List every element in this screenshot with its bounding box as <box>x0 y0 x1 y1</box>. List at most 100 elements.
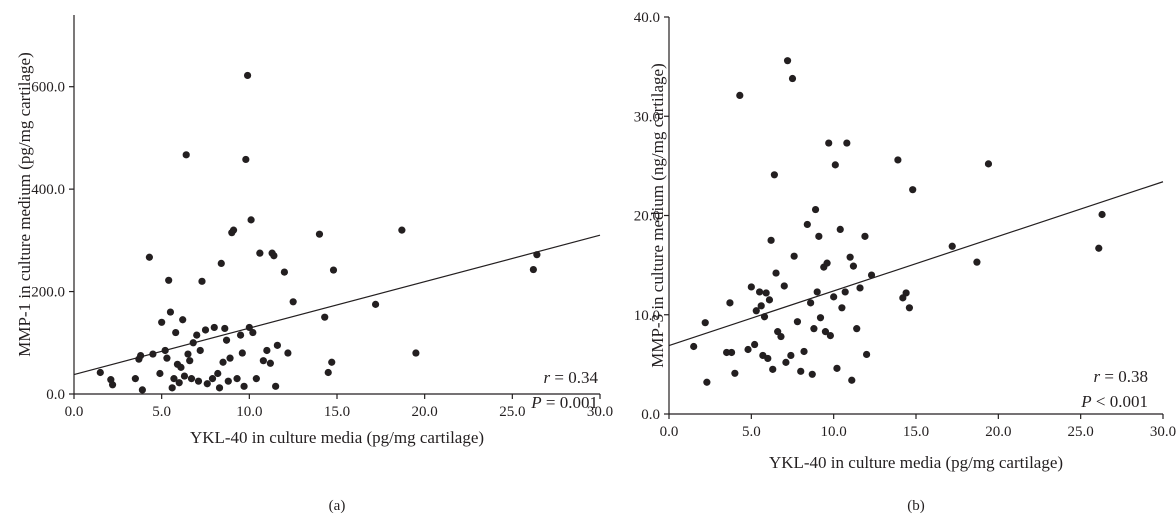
panel-b-data-point <box>830 293 838 301</box>
panel-b-data-point <box>846 253 854 261</box>
panel-a-data-point <box>273 341 281 349</box>
panel-b-data-point <box>803 220 811 229</box>
panel-a-data-point <box>217 259 225 267</box>
panel-b-label: (b) <box>907 498 925 514</box>
panel-a-scatter: 0.0 5.0 10.0 15.0 20.0 25.0 30.0 0.0 200.0 400.0 6… <box>15 15 613 514</box>
panel-b-data-point <box>793 318 802 326</box>
panel-a-data-point <box>158 318 166 326</box>
panel-b-data-point <box>783 57 792 65</box>
panel-b-data-point <box>973 258 981 266</box>
panel-b-x-tick-label: 30.0 <box>1150 424 1176 440</box>
panel-b-data-point <box>731 369 739 377</box>
panel-b-data-point <box>831 161 839 169</box>
panel-b-data-point <box>810 325 818 333</box>
panel-b-data-point <box>770 171 778 179</box>
panel-b-y-axis-label: MMP-3 in culture medium (ng/mg cartilage… <box>648 63 667 368</box>
panel-b-data-point <box>867 271 876 279</box>
panel-a-y-tick-label: 400.0 <box>31 182 65 198</box>
panel-b-x-tick-label: 5.0 <box>742 424 761 440</box>
panel-b-data-point <box>747 283 755 291</box>
panel-b-data-point <box>825 139 833 147</box>
panel-a-data-point <box>329 266 338 274</box>
panel-b-x-tick-label: 20.0 <box>985 424 1011 440</box>
panel-a-data-point <box>222 336 231 344</box>
panel-b-data-point <box>762 289 770 297</box>
panel-b-data-point <box>848 376 856 384</box>
panel-a-data-point <box>108 381 117 389</box>
panel-a-data-point <box>131 375 139 383</box>
p-symbol: P <box>1080 392 1091 411</box>
panel-a-data-point <box>179 316 187 324</box>
panel-a-data-point <box>324 368 332 377</box>
panel-b-y-tick-label: 30.0 <box>634 109 660 125</box>
panel-b-data-point <box>808 370 816 378</box>
panel-b-data-point <box>772 269 780 277</box>
panel-b-data-point <box>984 160 993 168</box>
panel-b-data-point <box>811 205 820 214</box>
panel-a-y-axis-label: MMP-1 in culture medium (pg/mg cartilage… <box>15 52 34 357</box>
panel-b-x-tick-label: 25.0 <box>1068 424 1094 440</box>
panel-a-x-tick-label: 15.0 <box>324 404 350 420</box>
panel-b-data-point <box>800 347 808 356</box>
panel-b-x-tick-label: 15.0 <box>903 424 929 440</box>
panel-b-data-point <box>894 156 902 164</box>
panel-a-data-point <box>194 377 203 385</box>
panel-b-x-tick-label: 0.0 <box>660 424 679 440</box>
panel-b-data-point <box>777 332 785 341</box>
panel-b-data-point <box>797 367 805 375</box>
panel-a-data-point <box>156 369 164 378</box>
panel-a-data-point <box>533 251 541 259</box>
panel-b-data-point <box>723 348 731 357</box>
panel-a-x-tick-label: 0.0 <box>65 404 84 420</box>
panel-a-data-point <box>328 358 336 366</box>
panel-b-data-point <box>787 351 795 360</box>
panel-b-data-point <box>813 288 821 296</box>
panel-b-data-point <box>764 354 772 363</box>
panel-a-y-tick-label: 200.0 <box>31 285 65 301</box>
panel-b-scatter: 0.0 5.0 10.0 15.0 20.0 25.0 30.0 0.0 10.0 20.0 30.… <box>634 10 1176 514</box>
panel-a-x-tick-label: 25.0 <box>499 404 525 420</box>
panel-a-data-point <box>270 252 278 260</box>
panel-a-data-point <box>289 298 297 306</box>
panel-a-x-tick-label: 30.0 <box>587 404 613 420</box>
panel-a-data-point <box>219 358 227 366</box>
panel-b-data-point <box>752 307 760 315</box>
panel-b-data-point <box>861 232 869 240</box>
panel-a-data-point <box>163 354 171 362</box>
panel-b-y-tick-label: 10.0 <box>634 308 660 324</box>
panel-a-data-point <box>214 369 222 378</box>
panel-a-y-tick-label: 600.0 <box>31 80 65 96</box>
panel-a-data-point <box>96 368 104 377</box>
panel-b-data-point <box>838 304 846 312</box>
panel-b-data-point <box>816 314 825 322</box>
panel-b-data-point <box>836 225 844 233</box>
panel-a-data-point <box>189 339 197 347</box>
panel-a-data-point <box>371 300 380 308</box>
panel-b-data-point <box>902 289 910 297</box>
panel-b-data-point <box>833 364 841 372</box>
panel-a-data-point <box>245 323 253 332</box>
panel-a-data-point <box>172 328 180 337</box>
panel-a-data-point <box>193 331 201 339</box>
panel-b-data-point <box>765 296 774 304</box>
panel-a-data-point <box>177 363 185 371</box>
panel-b-data-point <box>815 232 823 240</box>
panel-a-data-point <box>137 351 145 360</box>
panel-a-data-point <box>263 346 271 355</box>
panel-a-data-point <box>182 151 190 159</box>
r-symbol: r <box>544 368 551 387</box>
panel-b-data-point <box>1098 210 1106 219</box>
panel-a-data-point <box>224 377 232 385</box>
panel-a-data-point <box>184 350 192 358</box>
panel-a-data-point <box>170 375 178 383</box>
panel-b-regression-line <box>668 181 1164 347</box>
panel-b-data-point <box>790 252 798 260</box>
panel-a-data-point <box>210 323 218 332</box>
p-symbol: P <box>530 393 541 412</box>
panel-a-data-point <box>149 350 157 358</box>
panel-b-data-point <box>760 313 769 321</box>
panel-a-data-point <box>203 380 211 388</box>
r-value: = 0.34 <box>550 368 598 387</box>
panel-a-data-point <box>249 328 257 337</box>
